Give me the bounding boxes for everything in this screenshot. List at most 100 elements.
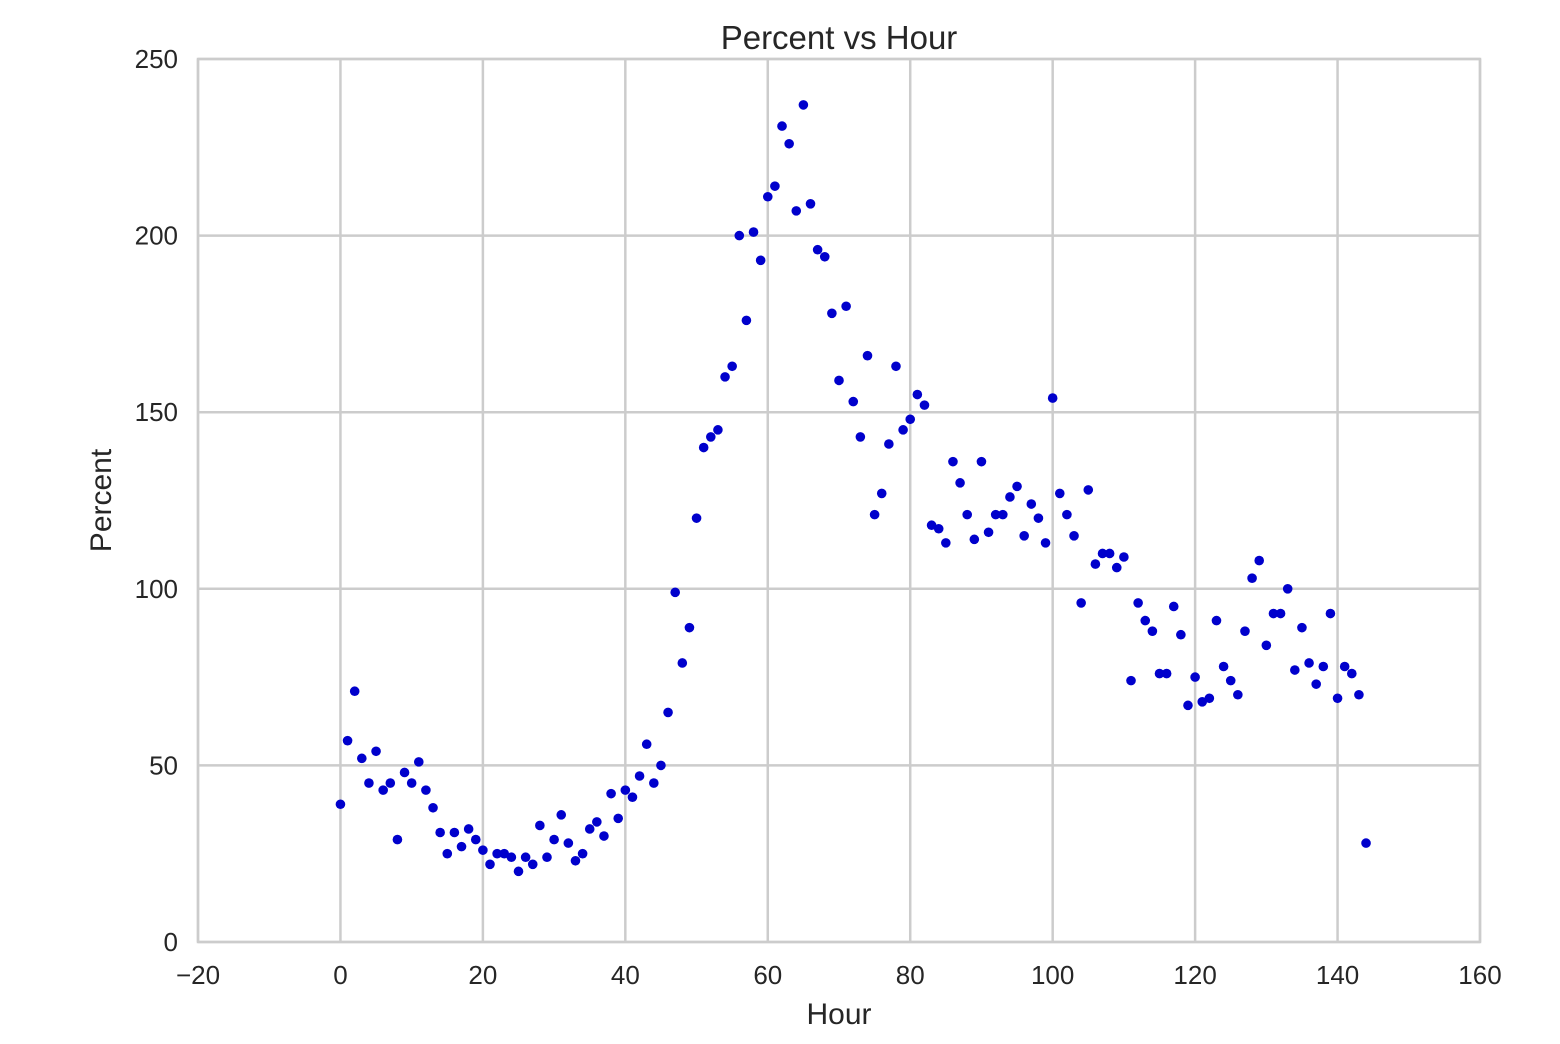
data-point <box>1140 615 1151 626</box>
x-tick-label: 40 <box>611 960 640 990</box>
data-point <box>1054 488 1065 499</box>
data-point <box>1005 492 1015 502</box>
data-point <box>706 432 716 442</box>
x-tick-label: 20 <box>468 960 497 990</box>
data-point <box>556 810 567 820</box>
data-point <box>698 442 709 453</box>
data-point <box>1069 531 1079 541</box>
data-point <box>342 735 353 746</box>
data-point <box>1111 562 1122 573</box>
data-point <box>684 622 695 633</box>
data-point <box>955 478 965 488</box>
data-point <box>1047 393 1058 403</box>
data-point <box>1254 555 1265 566</box>
data-point <box>1012 481 1022 492</box>
data-point <box>599 831 609 841</box>
data-point <box>1183 700 1193 711</box>
data-point <box>905 414 916 425</box>
data-point <box>1261 640 1272 651</box>
data-point <box>620 785 631 795</box>
data-point <box>1211 615 1222 626</box>
data-point <box>798 100 809 110</box>
data-point <box>485 859 495 870</box>
data-point <box>663 707 673 718</box>
data-point <box>1347 668 1357 679</box>
data-point <box>948 456 958 467</box>
data-point <box>1083 485 1094 495</box>
data-point <box>791 206 802 216</box>
data-point <box>983 527 994 538</box>
grid-lines <box>196 57 1482 944</box>
y-axis-label: Percent <box>85 448 118 552</box>
data-point <box>990 509 1001 520</box>
data-point <box>1062 509 1072 520</box>
data-point <box>1332 693 1343 704</box>
data-point <box>527 859 538 870</box>
data-point <box>1240 626 1250 636</box>
data-point <box>976 456 987 467</box>
data-point <box>1154 668 1165 679</box>
data-point <box>656 760 666 771</box>
data-point <box>941 538 951 548</box>
x-tick-label: 60 <box>753 960 782 990</box>
data-point <box>577 848 588 859</box>
data-point <box>335 799 346 810</box>
x-tick-label: 120 <box>1173 960 1216 990</box>
data-point <box>413 757 424 767</box>
data-point <box>570 855 581 866</box>
data-point <box>841 301 851 312</box>
data-point <box>1090 559 1101 569</box>
data-point <box>1247 573 1257 584</box>
data-point <box>1190 672 1200 682</box>
data-point <box>506 852 517 863</box>
data-point <box>691 513 702 523</box>
data-point <box>478 845 488 855</box>
data-point <box>1133 598 1143 608</box>
data-point <box>876 488 887 499</box>
x-tick-label: 160 <box>1458 960 1501 990</box>
data-point <box>919 400 930 410</box>
data-point <box>378 785 388 795</box>
y-tick-label: 150 <box>135 397 178 427</box>
data-point <box>827 308 837 319</box>
data-point <box>357 753 367 764</box>
data-point <box>1325 608 1336 619</box>
x-tick-label: −20 <box>176 960 220 990</box>
data-point <box>1354 689 1364 700</box>
data-point <box>1104 548 1115 559</box>
data-point <box>670 587 680 598</box>
data-point <box>1290 665 1300 675</box>
y-tick-label: 0 <box>164 927 178 957</box>
data-point <box>428 802 438 813</box>
data-point <box>962 509 972 520</box>
data-point <box>449 827 460 838</box>
data-point <box>349 686 360 697</box>
data-point <box>734 230 745 241</box>
y-tick-label: 50 <box>149 750 178 780</box>
data-point <box>848 396 859 407</box>
y-tick-labels: 0 50 100 150 200 250 <box>135 44 178 957</box>
data-point <box>1233 689 1243 700</box>
data-point <box>969 534 980 545</box>
data-point <box>1225 675 1236 686</box>
data-point <box>898 425 908 435</box>
data-point <box>542 852 552 863</box>
data-point <box>677 658 688 668</box>
x-tick-label: 80 <box>896 960 925 990</box>
data-point <box>606 788 616 799</box>
data-point <box>1076 598 1086 608</box>
data-point <box>741 315 752 326</box>
data-point <box>641 739 652 750</box>
x-tick-label: 0 <box>333 960 347 990</box>
data-point <box>755 255 766 266</box>
data-point <box>720 372 730 382</box>
data-point <box>1019 531 1029 541</box>
data-point <box>592 817 602 827</box>
data-point <box>442 848 453 859</box>
data-point <box>584 824 595 834</box>
data-point <box>819 251 830 262</box>
data-point <box>1275 608 1286 619</box>
data-point <box>1339 661 1350 672</box>
data-point <box>748 227 759 237</box>
x-axis-label: Hour <box>806 998 871 1031</box>
